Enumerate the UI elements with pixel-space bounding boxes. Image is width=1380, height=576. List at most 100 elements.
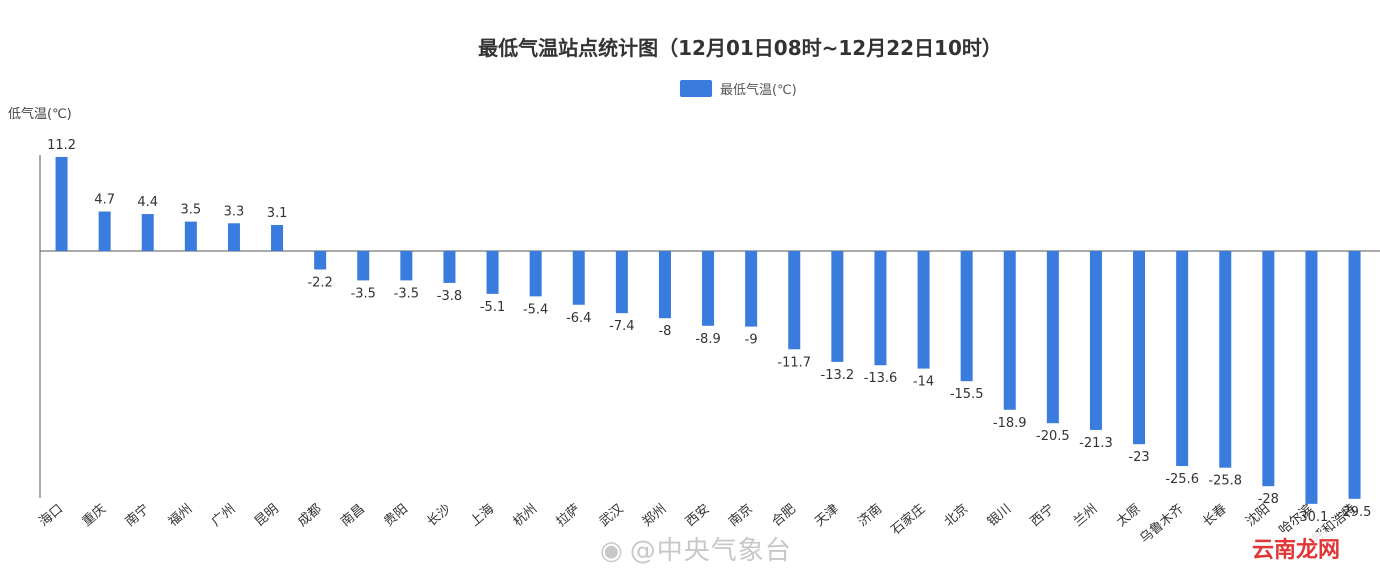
legend-label: 最低气温(℃) <box>720 83 797 98</box>
bar-福州 <box>184 221 197 251</box>
category-label: 天津 <box>812 502 842 530</box>
bar-北京 <box>960 251 973 382</box>
category-label: 武汉 <box>597 502 627 530</box>
category-label: 石家庄 <box>888 501 928 538</box>
bar-南宁 <box>141 214 154 251</box>
bar-重庆 <box>98 211 111 251</box>
bar-银川 <box>1003 251 1016 410</box>
bar-石家庄 <box>917 251 930 369</box>
bar-济南 <box>874 251 887 366</box>
data-label: -3.8 <box>437 289 462 304</box>
data-label: 3.5 <box>181 203 202 218</box>
bar-天津 <box>831 251 844 362</box>
category-label: 成都 <box>295 502 325 530</box>
data-label: -20.5 <box>1036 429 1070 444</box>
legend-swatch <box>680 80 712 97</box>
category-label: 长沙 <box>424 502 454 530</box>
data-label: -30.1 <box>1295 510 1329 525</box>
legend[interactable]: 最低气温(℃) <box>680 79 797 98</box>
bar-广州 <box>227 223 240 251</box>
data-label: -15.5 <box>950 387 984 402</box>
data-label: -6.4 <box>566 311 591 326</box>
site-badge: 云南龙网 <box>1247 532 1344 564</box>
data-label: 11.2 <box>47 138 76 153</box>
category-label: 兰州 <box>1071 502 1101 530</box>
bar-贵阳 <box>400 251 413 281</box>
data-label: -9 <box>745 333 758 348</box>
category-label: 广州 <box>209 502 239 530</box>
data-label: -23 <box>1128 450 1149 465</box>
bar-兰州 <box>1089 251 1102 430</box>
watermark-text: @中央气象台 <box>629 536 792 566</box>
bar-成都 <box>314 251 327 270</box>
category-label: 南京 <box>726 501 756 530</box>
data-label: 3.1 <box>267 206 288 221</box>
bar-合肥 <box>788 251 801 350</box>
bar-昆明 <box>271 224 284 251</box>
bar-杭州 <box>529 251 542 297</box>
data-label: -25.8 <box>1208 474 1242 489</box>
category-label: 南昌 <box>338 501 368 530</box>
data-label: -13.2 <box>821 368 855 383</box>
bar-海口 <box>55 156 68 251</box>
bar-拉萨 <box>572 251 585 305</box>
data-label: 4.4 <box>137 195 158 210</box>
bar-西宁 <box>1046 251 1059 424</box>
category-label: 合肥 <box>769 502 799 530</box>
weibo-icon: ◉ <box>600 536 624 566</box>
bar-哈尔滨 <box>1305 251 1318 504</box>
bar-武汉 <box>615 251 628 314</box>
data-label: -21.3 <box>1079 436 1113 451</box>
bar-南昌 <box>357 251 370 281</box>
category-label: 南宁 <box>122 501 152 530</box>
category-label: 乌鲁木齐 <box>1137 501 1187 547</box>
data-label: -7.4 <box>609 319 634 334</box>
watermark: ◉ @中央气象台 <box>600 530 792 567</box>
data-label: -14 <box>913 375 934 390</box>
data-label: -29.5 <box>1338 505 1372 520</box>
category-label: 银川 <box>985 502 1015 530</box>
bar-长春 <box>1219 251 1232 468</box>
bar-呼和浩特 <box>1348 251 1361 499</box>
category-label: 福州 <box>166 502 196 530</box>
data-label: -28 <box>1258 492 1279 507</box>
category-label: 重庆 <box>79 501 109 530</box>
data-label: -18.9 <box>993 416 1027 431</box>
category-label: 郑州 <box>640 502 670 530</box>
data-label: -13.6 <box>864 371 898 386</box>
bar-上海 <box>486 251 499 294</box>
data-label: 3.3 <box>224 204 245 219</box>
bar-太原 <box>1133 251 1146 445</box>
data-label: -25.6 <box>1165 472 1199 487</box>
category-label: 杭州 <box>511 502 541 530</box>
category-label: 贵阳 <box>381 502 411 530</box>
data-label: -5.4 <box>523 302 548 317</box>
bar-西安 <box>702 251 715 326</box>
data-label: 4.7 <box>94 193 115 208</box>
category-label: 西宁 <box>1027 501 1057 530</box>
data-label: -5.1 <box>480 300 505 315</box>
category-label: 上海 <box>468 502 498 530</box>
category-label: 济南 <box>855 501 885 530</box>
category-label: 西安 <box>683 502 713 530</box>
data-label: -8 <box>658 324 671 339</box>
bar-南京 <box>745 251 758 327</box>
category-label: 拉萨 <box>554 502 584 530</box>
data-label: -2.2 <box>307 275 332 290</box>
data-label: -11.7 <box>777 355 811 370</box>
y-axis-label: 低气温(℃) <box>8 107 72 122</box>
chart-title: 最低气温站点统计图（12月01日08时~12月22日10时） <box>478 36 1002 60</box>
data-label: -3.5 <box>351 286 376 301</box>
bar-沈阳 <box>1262 251 1275 487</box>
bar-长沙 <box>443 251 456 283</box>
category-label: 昆明 <box>252 502 282 530</box>
data-label: -8.9 <box>695 332 720 347</box>
bar-郑州 <box>658 251 671 319</box>
category-label: 北京 <box>942 502 972 530</box>
category-label: 长春 <box>1200 502 1230 530</box>
category-label: 太原 <box>1114 502 1144 530</box>
category-label: 海口 <box>37 502 67 530</box>
data-label: -3.5 <box>394 286 419 301</box>
bar-乌鲁木齐 <box>1176 251 1189 467</box>
